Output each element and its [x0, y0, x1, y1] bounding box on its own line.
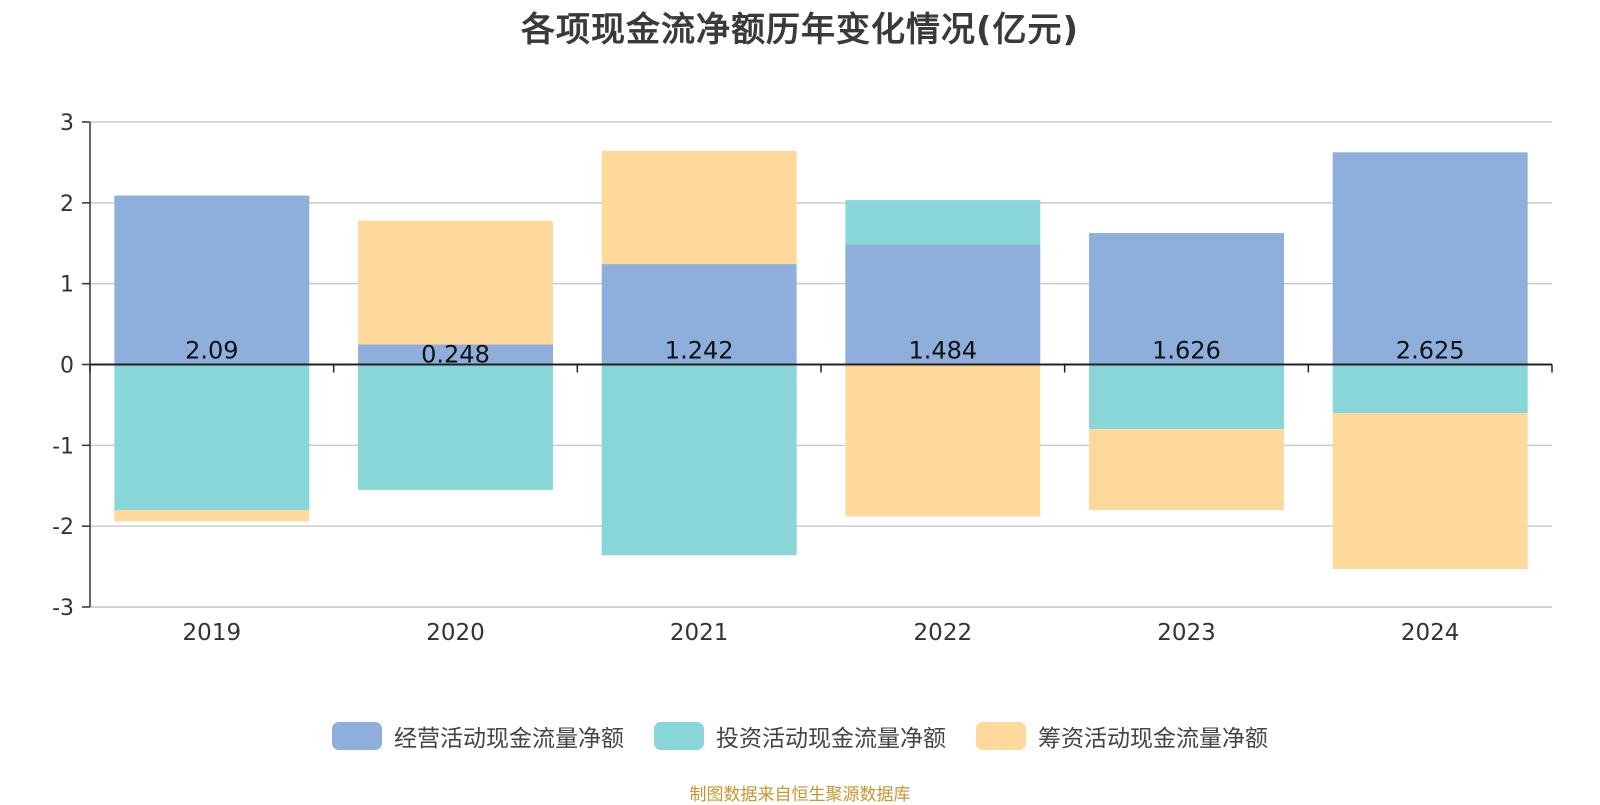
bar-operating-2023 [1089, 233, 1284, 365]
y-tick-label: 3 [60, 111, 74, 136]
source-note: 制图数据来自恒生聚源数据库 [689, 785, 911, 805]
bar-operating-2021 [601, 264, 797, 365]
legend-label: 投资活动现金流量净额 [716, 726, 946, 752]
data-label: 2.625 [1396, 337, 1465, 365]
bar-investing-2019 [114, 364, 310, 510]
x-tick-label: 2024 [1401, 620, 1460, 646]
legend-label: 筹资活动现金流量净额 [1038, 726, 1268, 752]
grid-lines [90, 121, 1552, 608]
bar-operating-2022 [845, 244, 1041, 365]
x-tick-label: 2019 [183, 620, 242, 646]
legend: 经营活动现金流量净额 投资活动现金流量净额 筹资活动现金流量净额 [0, 718, 1600, 754]
y-tick-label: -2 [52, 515, 74, 540]
bar-investing-2024 [1332, 364, 1528, 413]
x-tick-label: 2020 [426, 620, 485, 646]
data-label: 2.09 [185, 337, 238, 365]
bar-investing-2021 [601, 364, 797, 556]
y-tick-label: 1 [60, 273, 74, 298]
bar-operating-2020 [358, 344, 553, 365]
bar-operating-2019 [114, 195, 310, 365]
legend-item[interactable]: 筹资活动现金流量净额 [976, 719, 1268, 753]
bar-financing-2022 [845, 364, 1041, 517]
y-tick-label: -3 [52, 596, 74, 621]
bar-operating-2024 [1332, 152, 1528, 365]
x-tick-label: 2023 [1157, 620, 1216, 646]
data-label: 1.242 [665, 337, 734, 365]
y-tick-label: 2 [60, 192, 74, 217]
chart-title: 各项现金流净额历年变化情况(亿元) [520, 10, 1080, 50]
data-label: 1.484 [908, 337, 977, 365]
bar-financing-2023 [1089, 429, 1284, 510]
legend-swatch [976, 722, 1026, 750]
y-tick-label: 0 [60, 354, 74, 379]
y-tick-label: -1 [52, 434, 74, 459]
bar-financing-2020 [358, 220, 553, 345]
bar-investing-2022 [845, 200, 1041, 245]
bars [114, 150, 1528, 570]
bar-investing-2023 [1089, 364, 1284, 430]
bar-financing-2021 [601, 150, 797, 265]
x-tick-label: 2021 [670, 620, 729, 646]
axes: 3 2 1 0 -1 -2 -3 2019 2020 2021 2022 2023 2024 [52, 111, 1553, 646]
bar-financing-2024 [1332, 413, 1528, 570]
bar-financing-2019 [114, 510, 310, 522]
legend-item[interactable]: 经营活动现金流量净额 [332, 719, 624, 753]
legend-item[interactable]: 投资活动现金流量净额 [654, 719, 946, 753]
legend-swatch [654, 722, 704, 750]
x-tick-label: 2022 [914, 620, 973, 646]
legend-swatch [332, 722, 382, 750]
legend-label: 经营活动现金流量净额 [394, 726, 624, 752]
data-labels: 2.09 0.248 1.242 1.484 1.626 2.625 [185, 337, 1464, 369]
bar-investing-2020 [358, 364, 553, 490]
data-label: 1.626 [1152, 337, 1221, 365]
